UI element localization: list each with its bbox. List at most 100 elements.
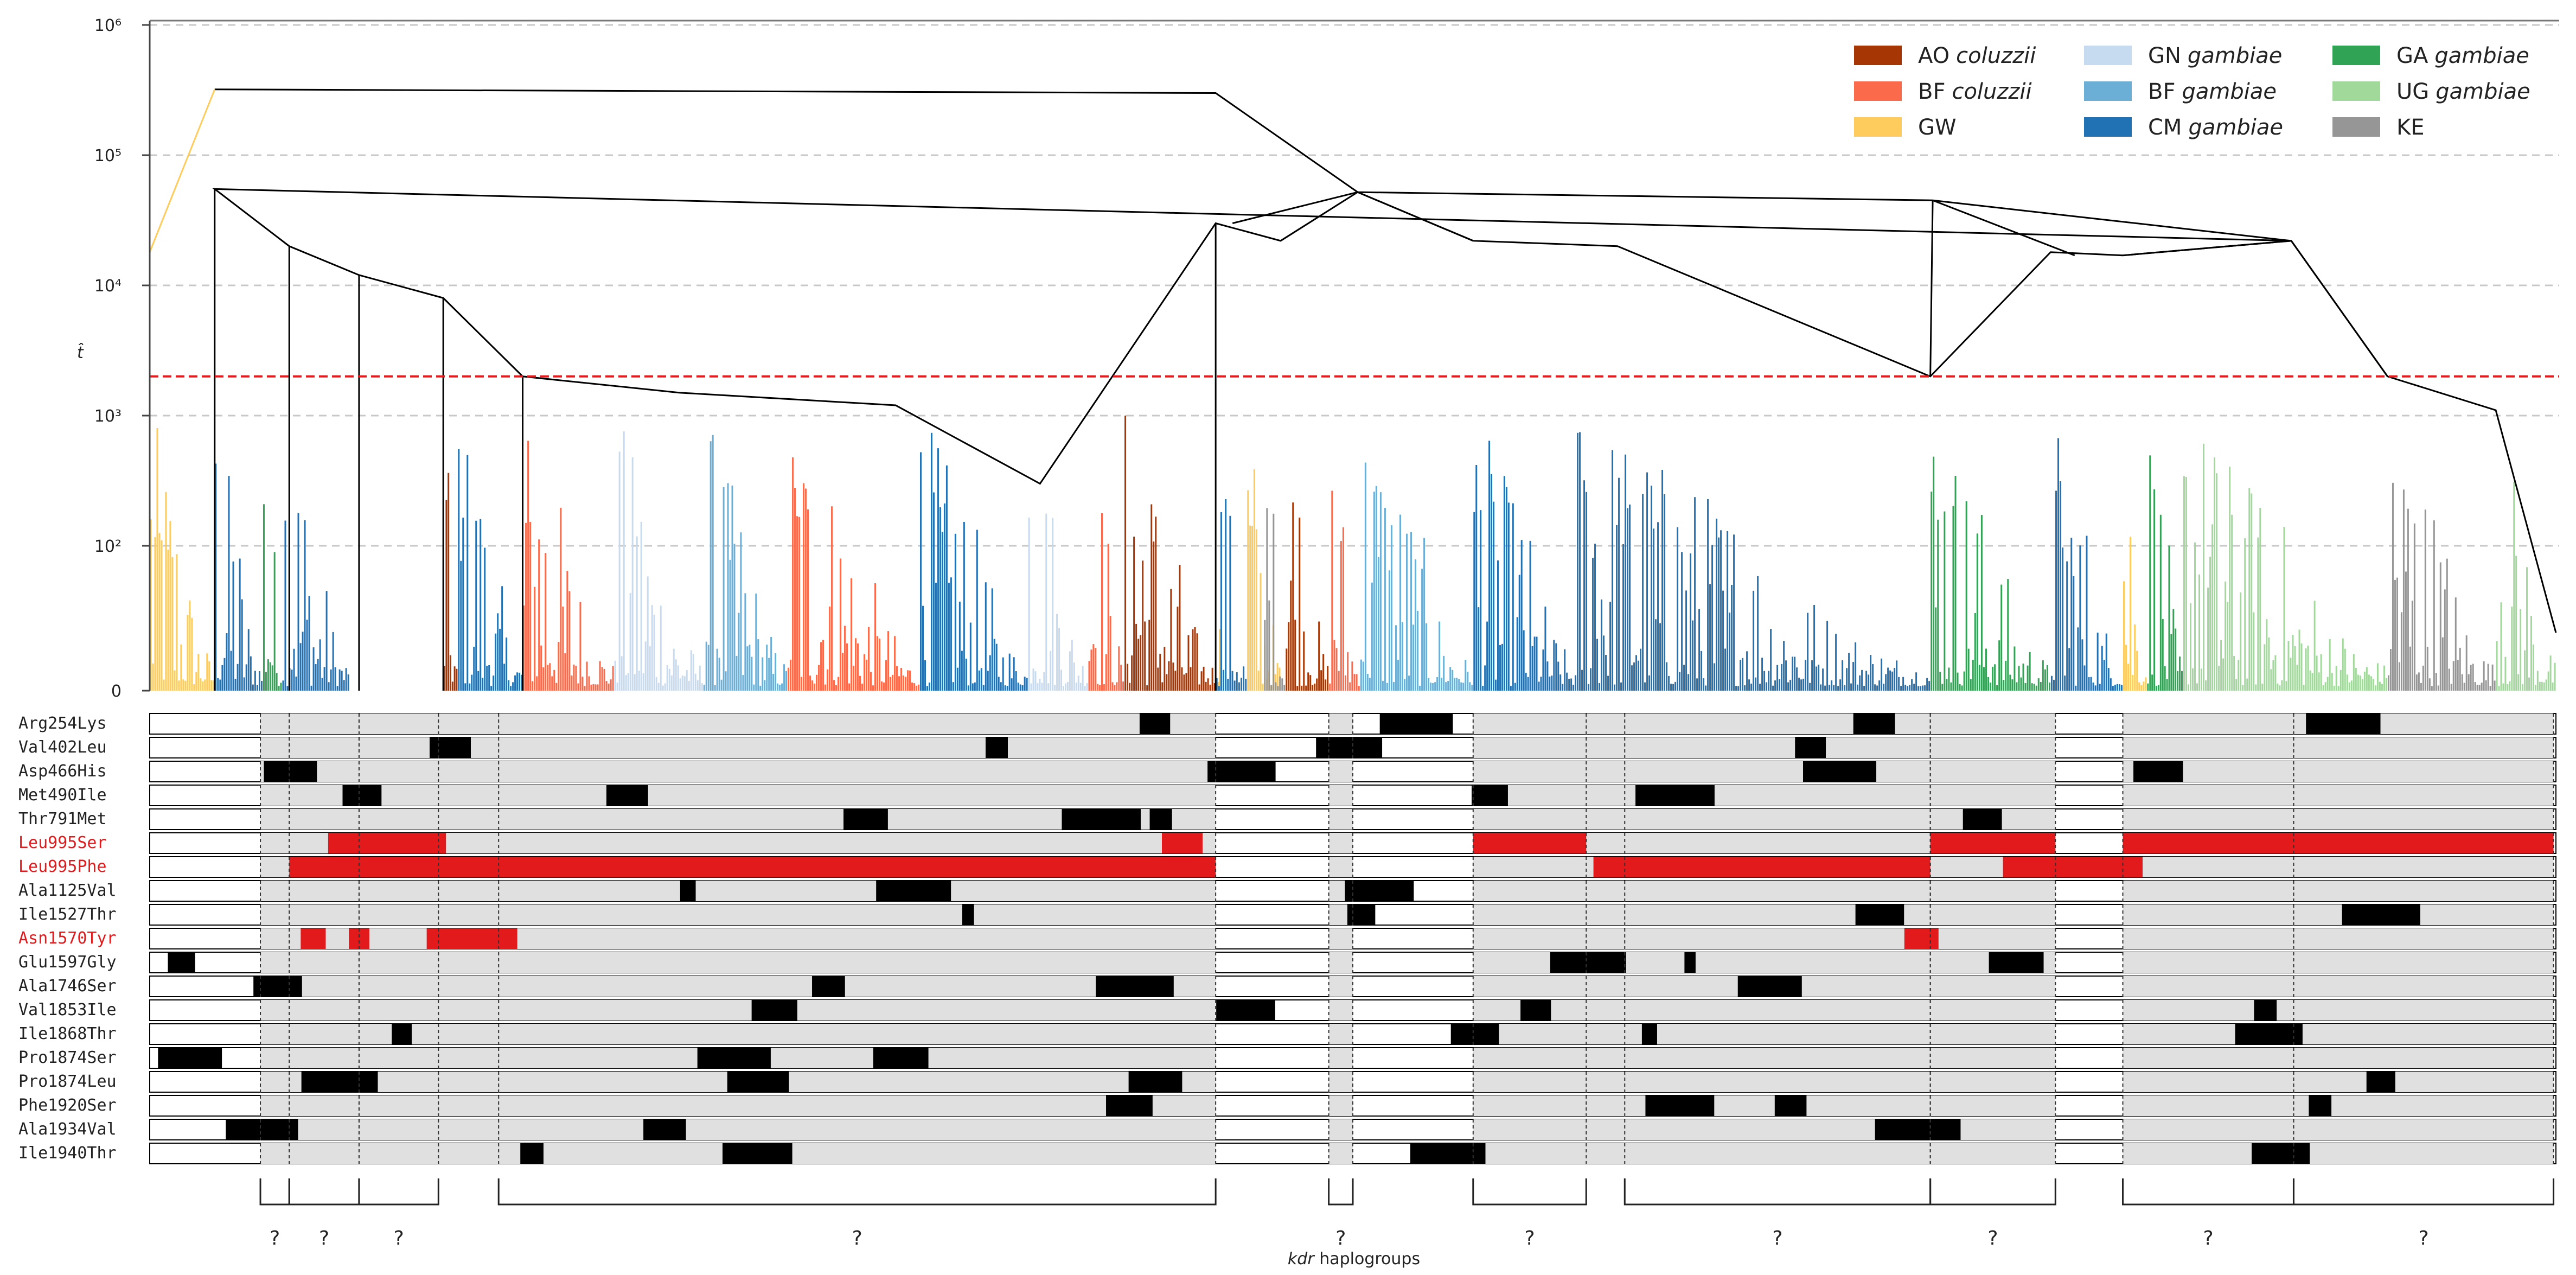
carrier-block	[1989, 952, 2044, 973]
carrier-block	[843, 809, 888, 830]
carrier-block	[430, 737, 471, 758]
haplogroup-shade	[1930, 976, 2056, 997]
mutation-label: Met490Ile	[18, 786, 107, 805]
carrier-block	[1106, 1095, 1153, 1116]
carrier-block	[697, 1048, 771, 1068]
haplogroup-shade	[2293, 904, 2554, 925]
haplogroup-bracket: ?	[497, 1178, 1217, 1249]
haplogroup-shade	[1930, 904, 2056, 925]
haplogroup-shade	[2123, 737, 2294, 758]
haplogroup-shade	[1930, 881, 2056, 901]
carrier-block	[1963, 809, 2002, 830]
leaf-cluster	[1088, 513, 1124, 691]
leaf-cluster	[788, 457, 920, 691]
y-gridlines	[150, 20, 2559, 547]
legend-item: BF coluzzii	[1854, 79, 2032, 104]
leaf-cluster	[1473, 441, 1577, 691]
haplogroup-shade	[1930, 1024, 2056, 1044]
mutation-row: Glu1597Gly	[18, 952, 2556, 973]
haplogroup-shade	[2123, 1072, 2294, 1092]
mutation-label: Val1853Ile	[18, 1000, 117, 1019]
leaf-cluster	[1360, 462, 1473, 691]
haplogroup-shade	[2123, 857, 2294, 877]
carrier-block	[680, 881, 696, 901]
tree-branch	[1357, 191, 1474, 242]
carrier-block	[253, 976, 302, 997]
mutation-matrix: Arg254Lys Val402Leu Asp466His Met490Ile Thr7…	[18, 713, 2556, 1164]
haplogroup-shade	[1328, 976, 1353, 997]
carrier-block	[2133, 761, 2183, 782]
carrier-block	[1162, 833, 1203, 853]
bracket-line	[358, 1178, 439, 1206]
mutation-row: Ala1746Ser	[18, 976, 2556, 997]
legend-swatch	[1854, 81, 1902, 101]
mutation-label: Ala1746Ser	[18, 977, 117, 996]
leaf-cluster	[443, 473, 458, 691]
carrier-block	[1635, 785, 1715, 806]
leaf-cluster	[920, 432, 1028, 691]
haplogroup-shade	[1473, 1024, 1931, 1044]
carrier-block	[2123, 833, 2554, 853]
carrier-block	[2342, 904, 2420, 925]
haplogroup-shade	[260, 1072, 523, 1092]
carrier-block	[2254, 1000, 2277, 1021]
tree-branch	[2290, 240, 2388, 377]
legend-label: CM gambiae	[2148, 115, 2283, 140]
haplogroup-shade	[1930, 1143, 2056, 1164]
mutation-label: Ala1125Val	[18, 881, 117, 900]
haplogroup-shade	[1930, 785, 2056, 806]
legend-item: CM gambiae	[2084, 115, 2283, 140]
haplogroup-shade	[498, 1024, 1216, 1044]
haplogroup-shade	[260, 976, 523, 997]
dendrogram-leaves	[150, 416, 2556, 691]
tree-branch	[1929, 200, 1934, 377]
bracket-line	[259, 1178, 290, 1206]
carrier-block	[301, 928, 326, 949]
legend-item: AO coluzzii	[1854, 43, 2036, 68]
carrier-block	[1096, 976, 1174, 997]
carrier-block	[1345, 881, 1414, 901]
carrier-block	[168, 952, 195, 973]
carrier-block	[606, 785, 648, 806]
haplogroup-shade	[1473, 881, 1931, 901]
tree-branch	[2123, 240, 2292, 257]
haplogroup-shade	[260, 713, 523, 734]
carrier-block	[1875, 1119, 1920, 1140]
leaf-cluster	[150, 428, 215, 691]
dendrogram-branches	[149, 88, 2557, 691]
haplogroup-shade	[1473, 976, 1931, 997]
haplogroup-shade	[1473, 809, 1931, 830]
mutation-label: Glu1597Gly	[18, 953, 117, 972]
carrier-block	[643, 1119, 686, 1140]
haplogroup-shade	[260, 1024, 523, 1044]
mutation-label: Thr791Met	[18, 809, 107, 828]
haplogroup-shade	[1328, 1048, 1353, 1068]
carrier-block	[986, 737, 1008, 758]
carrier-block	[1450, 1024, 1499, 1044]
tree-branch	[1232, 191, 1358, 224]
haplogroup-shade	[2123, 713, 2294, 734]
carrier-block	[1207, 761, 1276, 782]
legend-item: GW	[1854, 115, 1957, 140]
legend-label: BF gambiae	[2148, 79, 2277, 104]
haplogroup-bracket: ?	[1472, 1178, 1587, 1249]
legend-swatch	[1854, 46, 1902, 65]
haplogroup-shade	[1473, 1119, 1931, 1140]
haplogroup-shade	[1473, 1143, 1931, 1164]
haplogroup-bracket: ?	[2122, 1178, 2294, 1249]
legend-item: GN gambiae	[2084, 43, 2282, 68]
mutation-row: Arg254Lys	[18, 713, 2556, 735]
haplogroup-bracket: ?	[288, 1178, 360, 1249]
haplogroup-shade	[1930, 1095, 2056, 1116]
legend-swatch	[2332, 46, 2380, 65]
leaf-cluster	[1216, 499, 1247, 691]
carrier-block	[1855, 904, 1904, 925]
carrier-block	[226, 1119, 298, 1140]
leaf-cluster	[1028, 513, 1088, 691]
mutation-row: Val402Leu	[18, 737, 2556, 758]
carrier-block	[1737, 976, 1802, 997]
legend-label: GW	[1918, 115, 1957, 140]
carrier-block	[876, 881, 951, 901]
bracket-line	[1929, 1178, 2056, 1206]
